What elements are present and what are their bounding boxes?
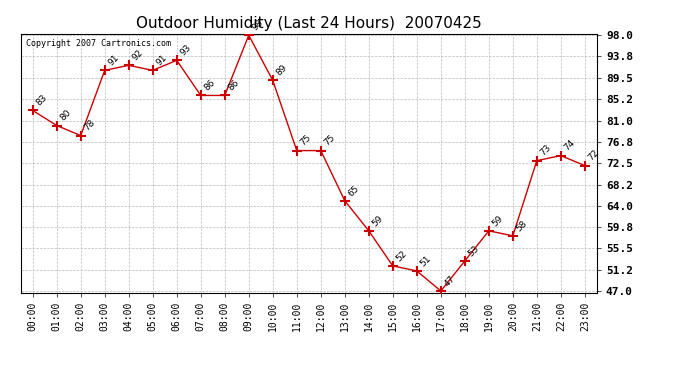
Text: 86: 86: [202, 78, 217, 93]
Text: 59: 59: [370, 213, 385, 228]
Text: 75: 75: [298, 134, 313, 148]
Text: 86: 86: [226, 78, 241, 93]
Text: 83: 83: [34, 93, 48, 108]
Text: 80: 80: [58, 108, 72, 123]
Text: 78: 78: [82, 118, 97, 133]
Text: 92: 92: [130, 48, 144, 63]
Text: 52: 52: [394, 249, 408, 263]
Text: 59: 59: [490, 213, 504, 228]
Text: 89: 89: [274, 63, 288, 78]
Text: 58: 58: [514, 219, 529, 233]
Text: 72: 72: [586, 148, 600, 163]
Text: 53: 53: [466, 244, 481, 258]
Text: 98: 98: [250, 18, 265, 33]
Text: 65: 65: [346, 183, 361, 198]
Text: 47: 47: [442, 274, 457, 288]
Text: 93: 93: [178, 43, 193, 57]
Text: 91: 91: [154, 53, 168, 68]
Text: 75: 75: [322, 134, 337, 148]
Text: 74: 74: [562, 138, 577, 153]
Text: 73: 73: [538, 143, 553, 158]
Text: 91: 91: [106, 53, 121, 68]
Title: Outdoor Humidity (Last 24 Hours)  20070425: Outdoor Humidity (Last 24 Hours) 2007042…: [136, 16, 482, 31]
Text: Copyright 2007 Cartronics.com: Copyright 2007 Cartronics.com: [26, 39, 171, 48]
Text: 51: 51: [418, 254, 433, 268]
